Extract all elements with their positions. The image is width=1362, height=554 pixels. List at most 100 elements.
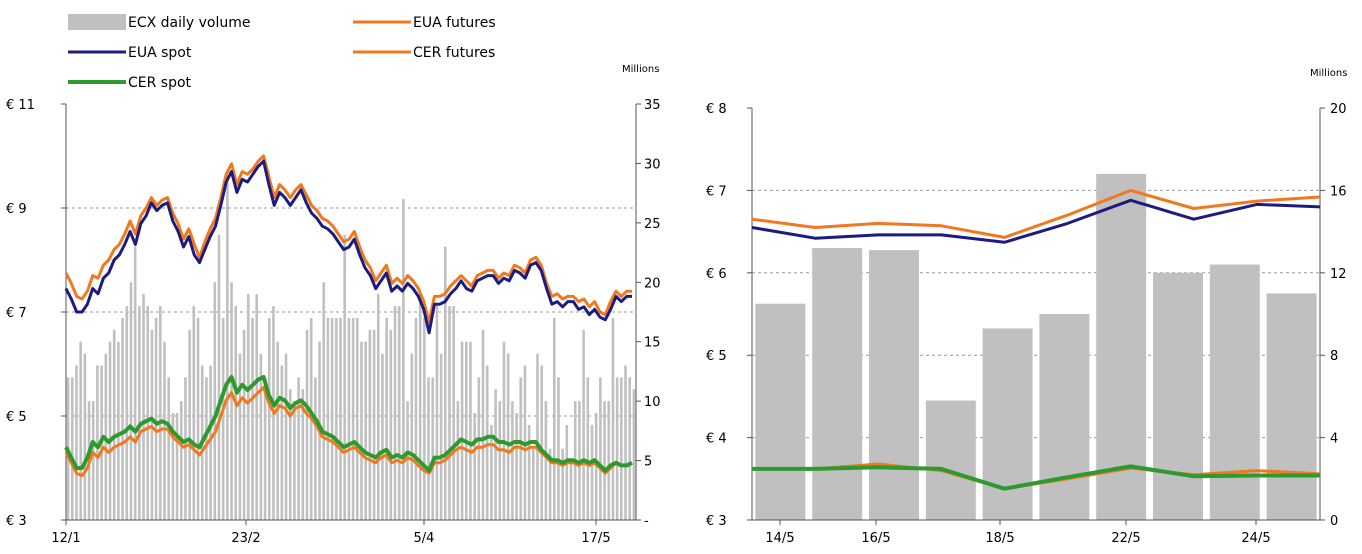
volume-bar — [607, 401, 611, 520]
volume-bar — [159, 306, 162, 520]
series-line-eua-spot — [751, 198, 1321, 244]
volume-bar — [83, 353, 87, 520]
volume-bar — [410, 353, 414, 520]
volume-bar — [133, 246, 137, 520]
volume-bar — [188, 329, 191, 520]
volume-bar — [167, 377, 170, 520]
volume-bar — [473, 413, 476, 520]
left-axis-tick-label: € 5 — [706, 349, 727, 364]
chart-left: € 3 € 5 € 7 € 9 € 11 - 5 10 15 20 25 30 35 Millions 12… — [6, 64, 661, 546]
volume-bar — [435, 306, 439, 520]
x-axis-tick-label: 14/5 — [765, 531, 794, 546]
legend-label: EUA spot — [128, 45, 192, 61]
volume-bar — [490, 424, 493, 520]
volume-bar — [569, 460, 573, 520]
volume-bar — [632, 389, 636, 520]
volume-bar — [1039, 314, 1090, 520]
volume-bar — [527, 424, 531, 520]
left-axis-tick-label: € 8 — [706, 102, 727, 117]
chart-right: € 3 € 4 € 5 € 6 € 7 € 8 0 4 8 12 16 20 Millions 14/5 1… — [706, 68, 1347, 546]
legend-label: CER futures — [413, 45, 495, 61]
right-axis-tick-label: 30 — [644, 157, 661, 172]
volume-bar — [138, 306, 141, 520]
volume-bar — [869, 250, 919, 520]
volume-bar — [301, 389, 305, 520]
volume-bar — [305, 329, 309, 520]
volume-bar — [255, 294, 258, 520]
volume-bar — [96, 365, 99, 520]
legend-item-2: EUA spot — [68, 45, 192, 61]
volume-bar — [506, 353, 510, 520]
series-line-eua-futures — [751, 188, 1321, 239]
volume-bar — [221, 317, 225, 520]
volume-bar — [423, 317, 426, 520]
legend-swatch-bar — [68, 14, 126, 30]
volume-bar — [381, 353, 384, 520]
volume-bar — [251, 317, 254, 520]
volume-bar — [615, 377, 619, 520]
volume-bar — [288, 389, 292, 520]
volume-bar — [238, 353, 242, 520]
volume-bar — [355, 317, 359, 520]
right-axis-tick-label: 35 — [644, 98, 661, 113]
volume-bar — [213, 282, 217, 520]
right-axis-tick-label: - — [644, 514, 649, 529]
volume-bar — [280, 365, 284, 520]
volume-bar — [402, 199, 405, 521]
volume-bar — [322, 282, 326, 520]
left-axis-tick-label: € 7 — [6, 306, 27, 321]
volume-bar — [209, 365, 212, 520]
volume-bar — [142, 294, 145, 520]
volume-bar — [297, 377, 300, 520]
volume-bar — [108, 341, 112, 520]
x-axis-tick-label: 24/5 — [1241, 531, 1270, 546]
volume-bar — [502, 341, 506, 520]
volume-bar — [284, 353, 288, 520]
series-line-cer-spot — [752, 464, 1320, 491]
volume-bar — [452, 306, 455, 520]
volume-bar — [464, 341, 468, 520]
volume-bar — [540, 365, 543, 520]
volume-bar — [439, 353, 443, 520]
volume-bar — [586, 377, 590, 520]
volume-bar — [414, 317, 418, 520]
volume-bar — [511, 401, 514, 520]
volume-bar — [360, 341, 363, 520]
volume-bar — [234, 306, 238, 520]
volume-bar — [603, 401, 606, 520]
right-axis-tick-label: 5 — [644, 455, 652, 470]
volume-bar — [812, 248, 863, 520]
volume-bar — [620, 377, 623, 520]
x-axis-tick-label: 22/5 — [1111, 531, 1140, 546]
legend-label: EUA futures — [413, 15, 496, 31]
right-axis-tick-label: 12 — [1330, 267, 1347, 282]
volume-bar — [389, 329, 393, 520]
right-axis-tick-label: 20 — [644, 276, 661, 291]
volume-bar — [372, 329, 376, 520]
volume-bar — [515, 413, 518, 520]
right-axis-unit-label: Millions — [1310, 68, 1347, 79]
volume-bar — [267, 317, 271, 520]
volume-bar — [536, 353, 539, 520]
volume-bar — [112, 329, 116, 520]
volume-bar — [75, 365, 78, 520]
left-axis-tick-label: € 5 — [6, 410, 27, 425]
volume-bar — [431, 377, 435, 520]
volume-bar — [925, 400, 976, 520]
volume-bar — [418, 294, 422, 520]
right-axis-tick-label: 16 — [1330, 184, 1347, 199]
volume-bar — [179, 401, 183, 520]
volume-bar — [594, 413, 598, 520]
volume-bar — [79, 341, 82, 520]
x-axis-tick-label: 23/2 — [231, 531, 260, 546]
volume-bar — [154, 317, 158, 520]
volume-bar — [385, 317, 388, 520]
volume-bar — [460, 341, 464, 520]
legend-item-4: CER spot — [68, 75, 192, 91]
volume-bar — [129, 282, 133, 520]
left-axis-tick-label: € 4 — [706, 432, 727, 447]
volume-bar — [335, 317, 338, 520]
right-axis-tick-label: 15 — [644, 336, 661, 351]
volume-bar — [456, 401, 460, 520]
volume-bar — [171, 413, 175, 520]
